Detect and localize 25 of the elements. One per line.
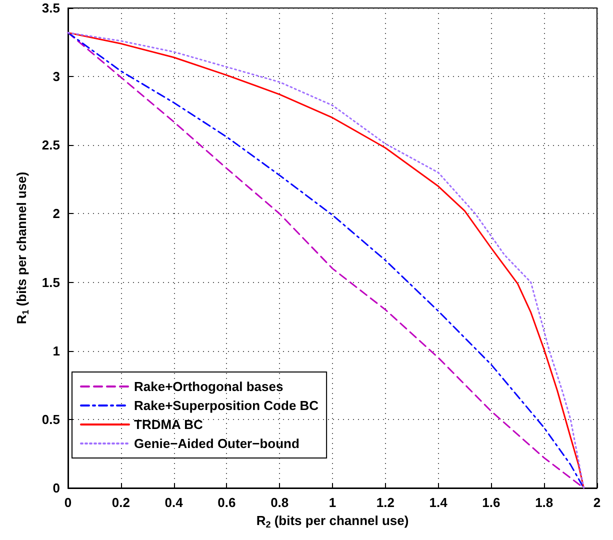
legend-label: Rake+Orthogonal bases	[134, 379, 284, 394]
y-tick-label: 0.5	[42, 412, 60, 427]
line-series	[67, 32, 585, 489]
x-tick-label: 1.4	[429, 495, 448, 510]
y-tick-label: 1	[52, 343, 60, 358]
x-tick-label: 0.6	[218, 495, 236, 510]
y-tick-label: 1.5	[42, 274, 60, 290]
legend-label: TRDMA BC	[134, 417, 204, 432]
legend-label: Genie−Aided Outer−bound	[134, 436, 300, 451]
x-tick-label: 1.6	[482, 495, 500, 510]
x-tick-label: 0.8	[270, 495, 289, 510]
x-tick-label: 0.4	[164, 495, 184, 510]
y-tick-label: 2	[52, 206, 60, 222]
legend-label: Rake+Superposition Code BC	[134, 398, 320, 413]
x-tick-label: 0	[64, 495, 72, 510]
x-tick-label: 1	[328, 495, 336, 510]
y-tick-label: 3	[52, 69, 60, 84]
y-tick-label: 3.5	[42, 0, 60, 16]
x-tick-label: 1.8	[535, 495, 554, 510]
x-tick-label: 2	[593, 495, 601, 510]
x-tick-label: 1.2	[376, 495, 394, 510]
y-axis-title: R1 (bits per channel use)	[14, 172, 30, 324]
y-tick-label: 2.5	[42, 138, 60, 153]
y-tick-label: 0	[52, 480, 60, 496]
x-tick-label: 0.2	[112, 495, 130, 510]
